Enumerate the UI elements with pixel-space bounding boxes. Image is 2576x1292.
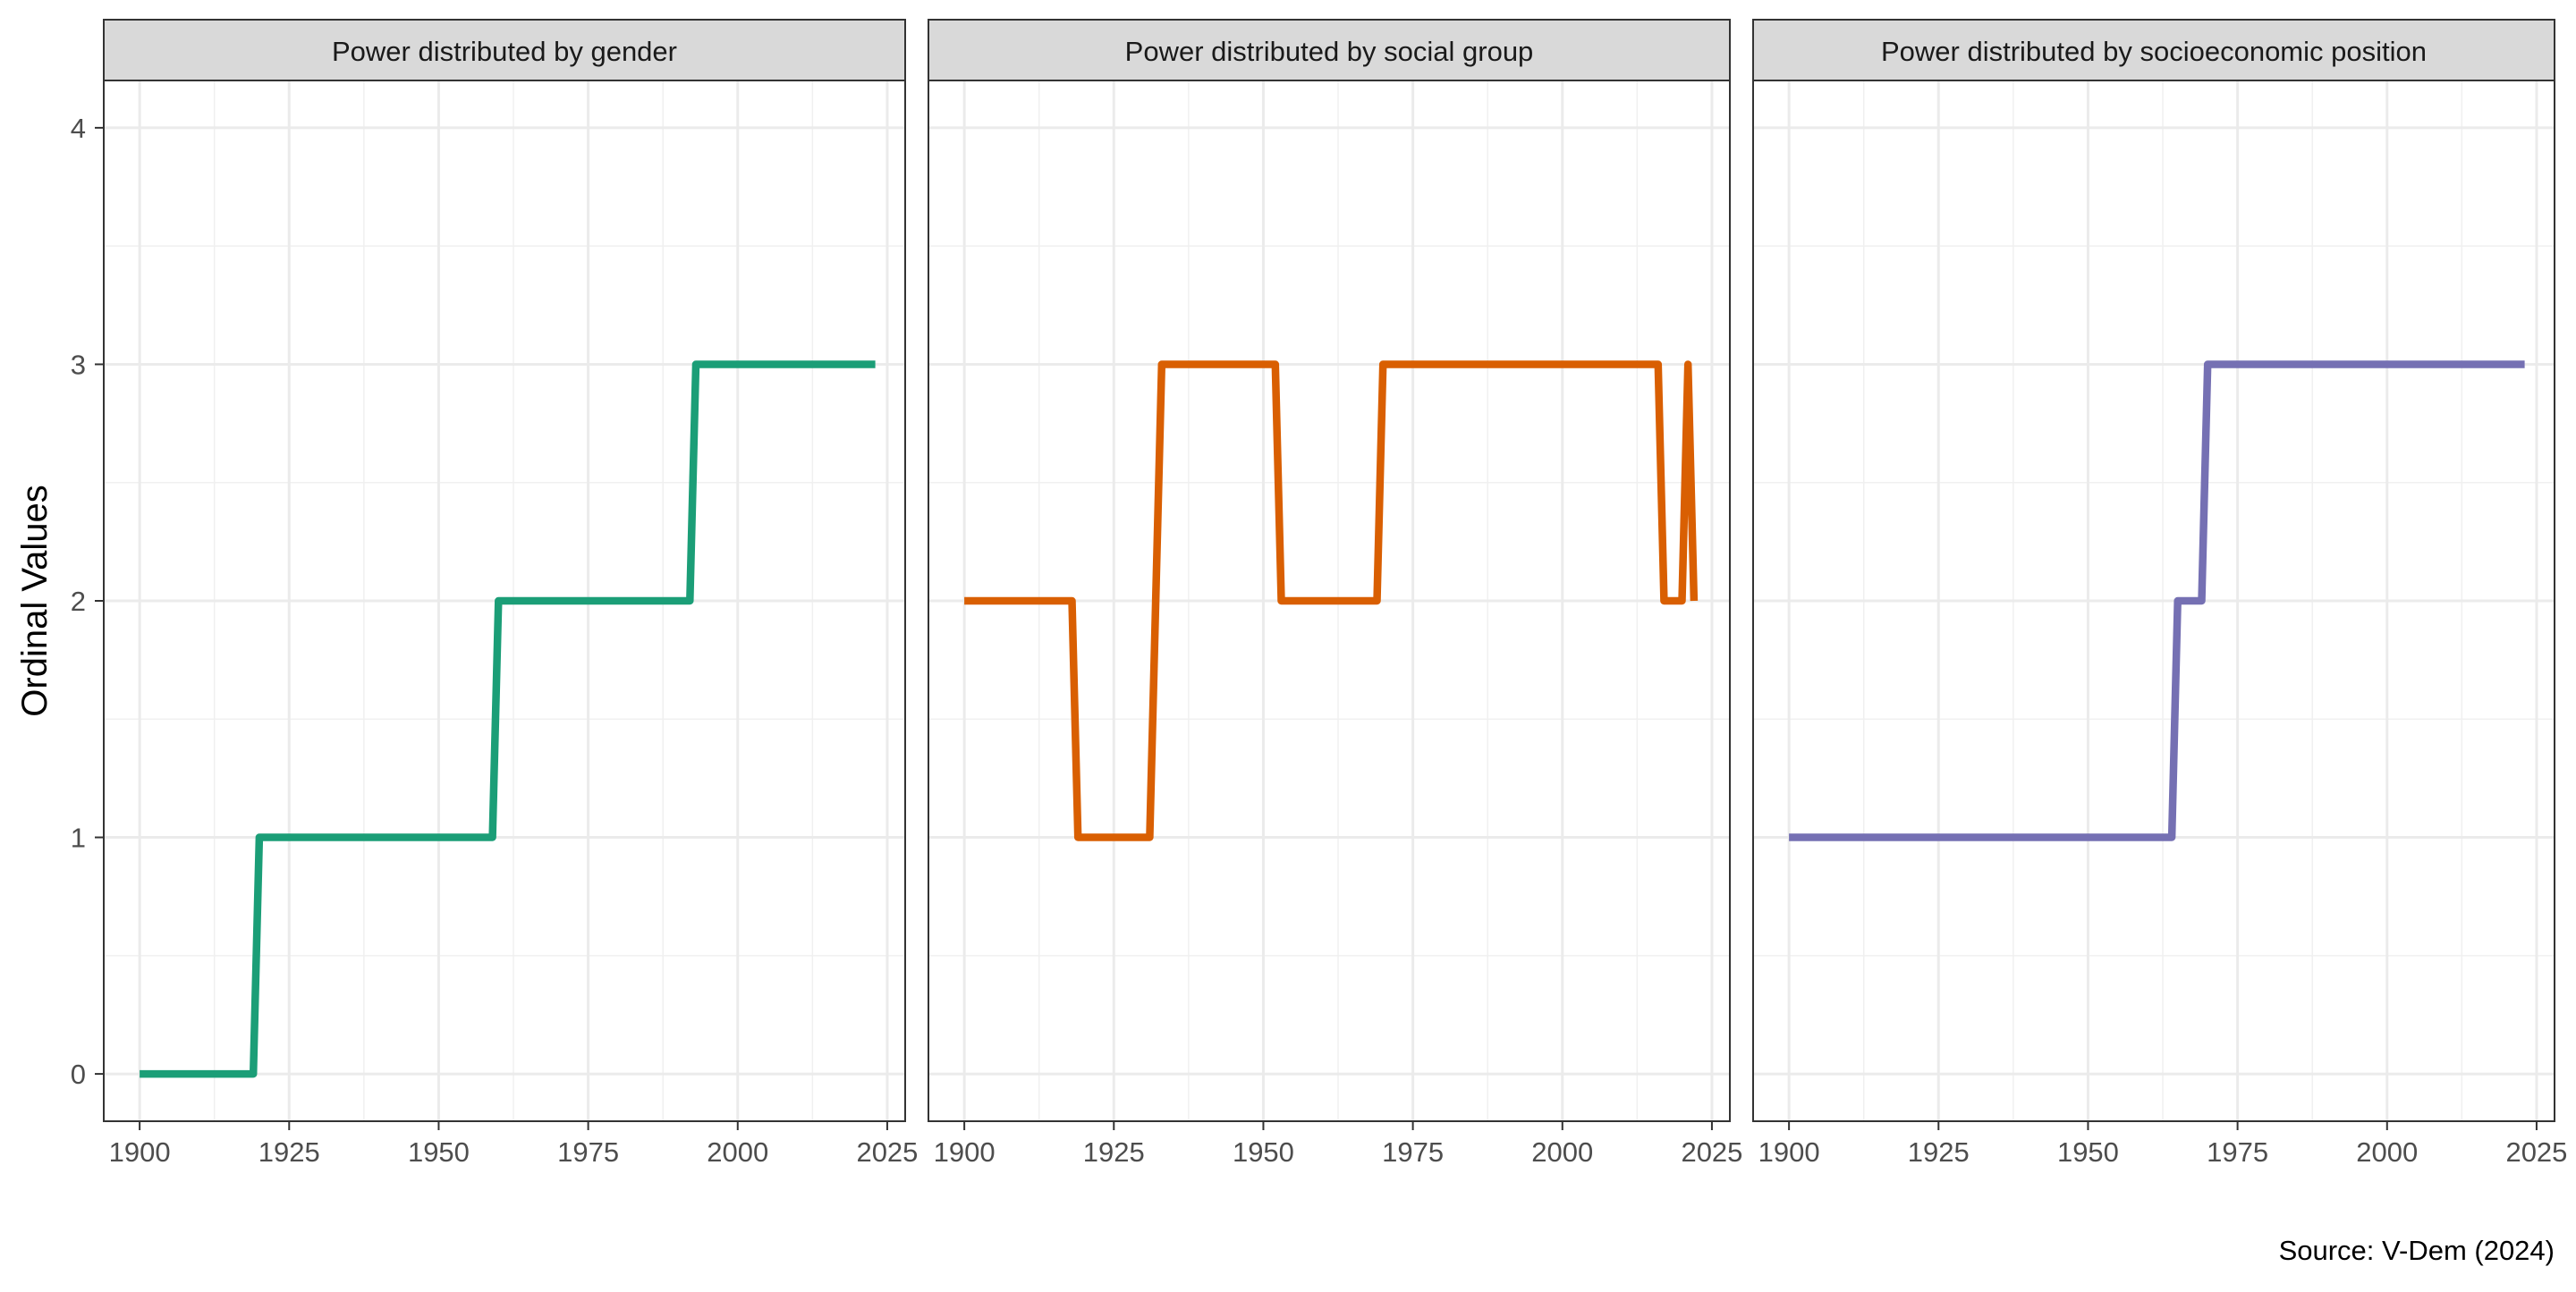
x-tick-label: 1950 (408, 1136, 470, 1168)
series-line-2 (964, 360, 1699, 841)
x-tick-label: 2000 (2356, 1136, 2418, 1168)
strip-background (928, 19, 1731, 81)
x-tick-label: 1925 (1083, 1136, 1145, 1168)
y-axis: 0 1 2 3 4 (71, 113, 104, 1090)
x-tick-label: 1975 (2207, 1136, 2268, 1168)
x-tick-label: 1925 (1908, 1136, 1970, 1168)
panel-title: Power distributed by gender (332, 36, 677, 67)
panel-3: Power distributed by socioeconomic posit… (1752, 19, 2567, 1168)
x-tick-label: 1950 (1233, 1136, 1294, 1168)
x-tick-label: 2025 (1681, 1136, 1742, 1168)
x-tick-label: 1950 (2057, 1136, 2119, 1168)
y-tick-label: 4 (71, 113, 86, 144)
x-tick-label: 1900 (934, 1136, 996, 1168)
series-line-1 (140, 360, 876, 1078)
x-tick-label: 1975 (1382, 1136, 1444, 1168)
x-tick-label: 1900 (1758, 1136, 1820, 1168)
source-caption: Source: V-Dem (2024) (2279, 1235, 2555, 1266)
y-tick-label: 3 (71, 349, 86, 380)
y-tick-label: 0 (71, 1059, 86, 1090)
y-tick-label: 2 (71, 586, 86, 617)
x-tick-label: 2025 (856, 1136, 918, 1168)
y-tick-label: 1 (71, 823, 86, 854)
panel-title: Power distributed by socioeconomic posit… (1881, 36, 2427, 67)
y-axis-label: Ordinal Values (15, 485, 55, 716)
x-tick-label: 2000 (707, 1136, 768, 1168)
strip-background (103, 19, 906, 81)
panel-1: Power distributed by gender 1900 1925 1950 1… (103, 19, 918, 1168)
x-tick-label: 1975 (557, 1136, 619, 1168)
panel-2: Power distributed by social group 1900 192… (928, 19, 1742, 1168)
panel-title: Power distributed by social group (1125, 36, 1534, 67)
x-tick-label: 2000 (1531, 1136, 1593, 1168)
x-tick-label: 2025 (2505, 1136, 2567, 1168)
x-tick-label: 1925 (258, 1136, 320, 1168)
strip-background (1752, 19, 2555, 81)
x-tick-label: 1900 (109, 1136, 171, 1168)
series-line-3 (1789, 360, 2525, 841)
panels-layer: Power distributed by gender 1900 1925 1950 1… (103, 19, 2567, 1168)
